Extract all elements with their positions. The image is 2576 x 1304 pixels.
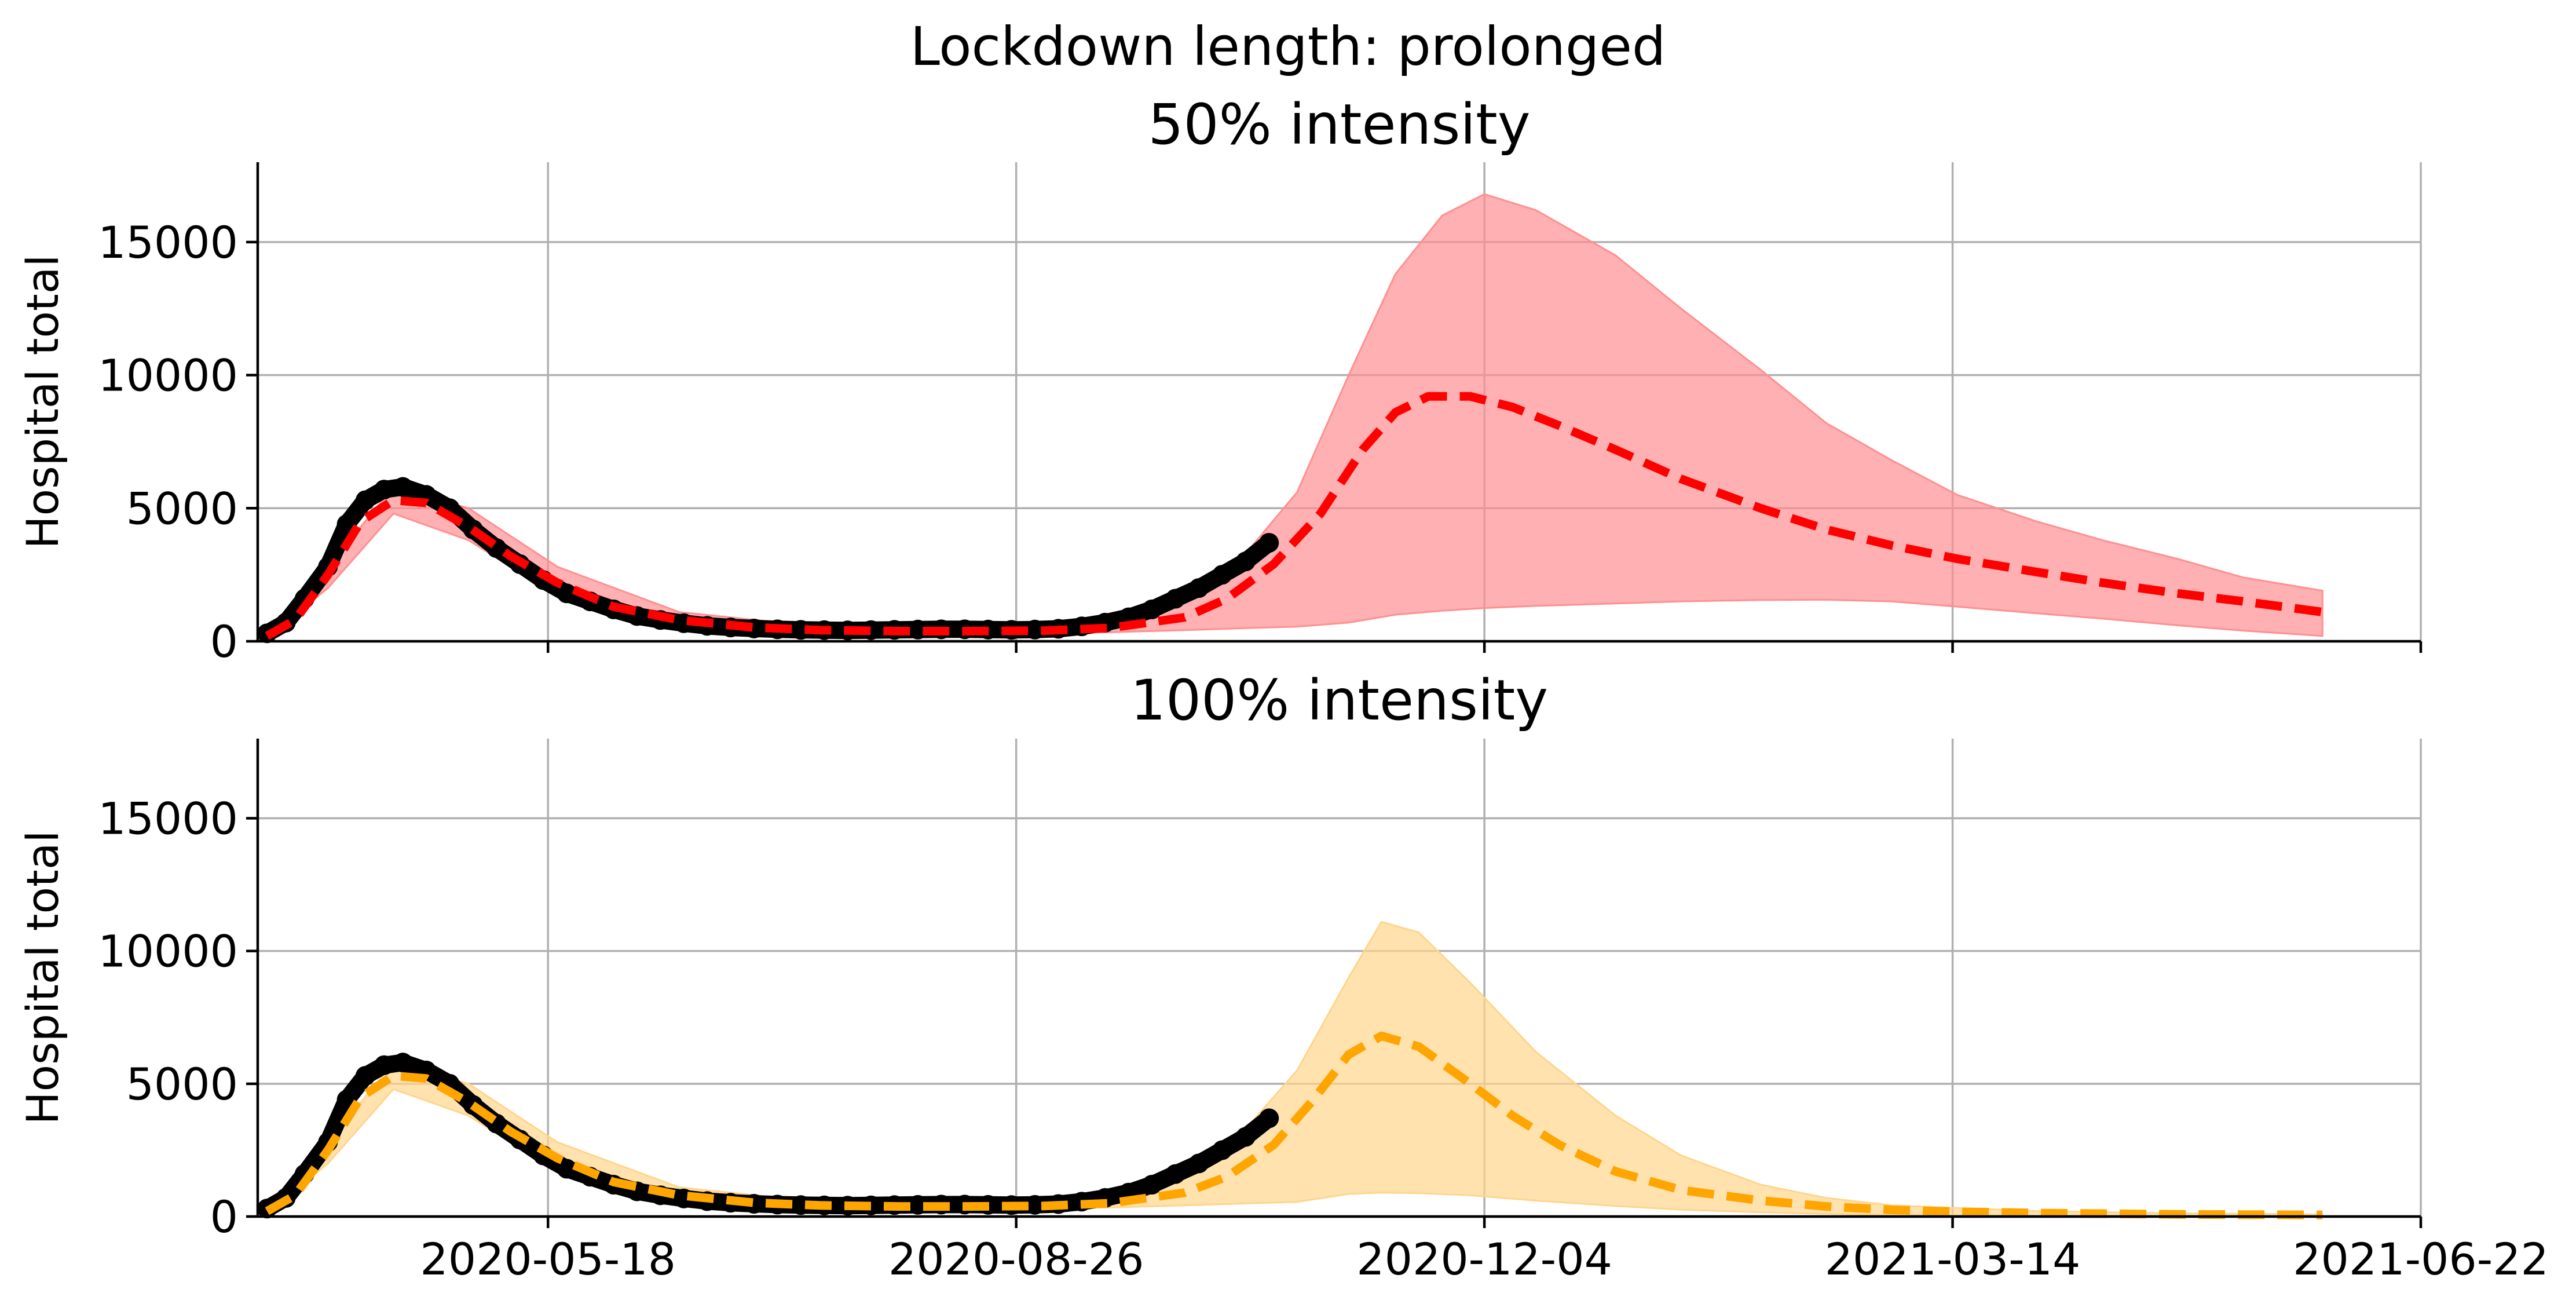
observed-point <box>1212 565 1232 585</box>
observed-point <box>1025 619 1045 640</box>
observed-point <box>1259 1108 1279 1128</box>
observed-point <box>355 1066 375 1086</box>
model-median-line <box>265 1031 2323 1219</box>
observed-point <box>1188 578 1209 598</box>
x-tick-label: 2020-12-04 <box>1356 1233 1612 1285</box>
observed-point <box>1212 1140 1232 1160</box>
observed-point <box>1025 1195 1045 1215</box>
y-tick-label: 0 <box>210 616 238 667</box>
y-tick-label: 15000 <box>98 793 238 845</box>
observed-point <box>393 477 413 497</box>
y-tick-label: 0 <box>210 1191 238 1243</box>
observed-point <box>791 620 811 640</box>
observed-point <box>791 1195 811 1215</box>
y-tick-label: 5000 <box>126 483 238 534</box>
x-tick-label: 2020-05-18 <box>420 1233 676 1285</box>
observed-point <box>393 1053 413 1073</box>
observed-point <box>374 480 394 500</box>
y-tick-label: 15000 <box>98 217 238 268</box>
y-tick-label: 5000 <box>126 1058 238 1110</box>
observed-point <box>1142 599 1162 619</box>
x-tick-label: 2021-06-22 <box>2293 1233 2549 1285</box>
x-tick-label: 2020-08-26 <box>888 1233 1144 1285</box>
figure-suptitle: Lockdown length: prolonged <box>910 16 1666 78</box>
observed-point <box>1259 533 1279 553</box>
observed-point <box>557 1159 577 1179</box>
observed-point <box>374 1055 394 1075</box>
panel-title: 50% intensity <box>1148 92 1530 157</box>
observed-point <box>1165 589 1185 609</box>
panel-title: 100% intensity <box>1130 668 1548 733</box>
observed-point <box>1235 551 1256 572</box>
observed-point <box>1235 1127 1256 1147</box>
observed-point <box>1142 1175 1162 1195</box>
observed-point <box>557 583 577 604</box>
observed-point <box>355 490 375 510</box>
y-axis-label: Hospital total <box>17 830 68 1124</box>
y-tick-label: 10000 <box>98 350 238 401</box>
model-median-line <box>265 392 2323 640</box>
observed-point <box>1188 1153 1209 1174</box>
y-tick-label: 10000 <box>98 926 238 977</box>
observed-point <box>908 1195 928 1215</box>
panel-50-percent: 0 5000 10000 15000 50% intensity Hospital tot… <box>17 92 2423 667</box>
y-axis-label: Hospital total <box>17 254 68 549</box>
observed-point <box>1165 1164 1185 1184</box>
x-tick-label: 2021-03-14 <box>1825 1233 2081 1285</box>
panel-100-percent: 0 5000 10000 15000 2020-05-18 2020-08-26 2020-… <box>17 668 2549 1285</box>
